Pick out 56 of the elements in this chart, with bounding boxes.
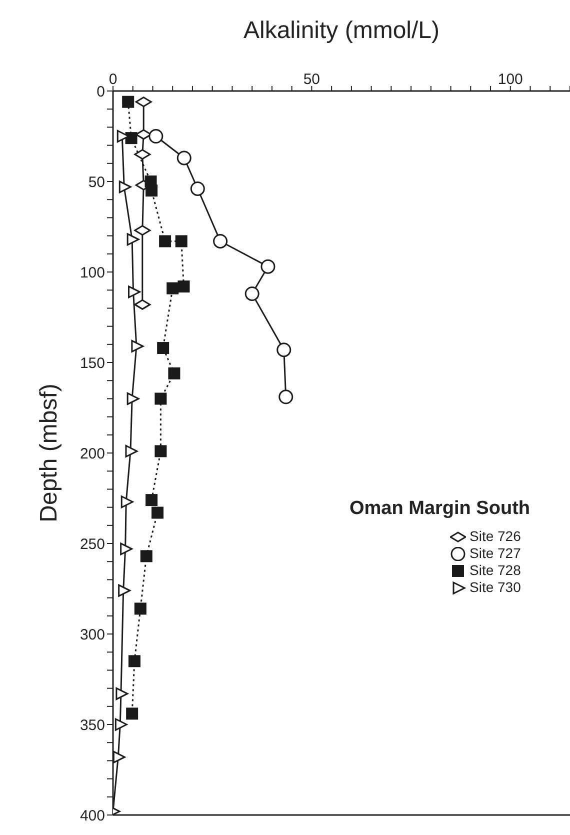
y-tick-label: 200 <box>80 445 105 462</box>
legend-label: Site 727 <box>470 545 521 562</box>
point <box>175 235 188 248</box>
point <box>126 392 140 405</box>
y-tick-label: 250 <box>80 536 105 553</box>
point <box>131 340 144 352</box>
point <box>166 282 179 294</box>
point <box>244 286 260 301</box>
point <box>213 234 228 248</box>
point <box>120 496 134 508</box>
point <box>134 602 146 615</box>
y-tick-label: 150 <box>80 354 105 372</box>
point <box>157 342 170 354</box>
point <box>154 392 167 405</box>
point <box>146 494 158 506</box>
point <box>125 444 138 458</box>
x-tick-label: 100 <box>498 71 523 88</box>
point <box>126 708 138 720</box>
point <box>260 259 276 274</box>
point <box>152 506 164 519</box>
legend-label: Site 726 <box>470 528 521 545</box>
point <box>146 184 158 197</box>
point <box>168 367 180 380</box>
point <box>118 584 131 597</box>
point <box>125 132 138 144</box>
y-tick-label: 350 <box>80 716 105 734</box>
legend-title: Oman Margin South <box>350 498 530 520</box>
legend-label: Site 728 <box>470 562 521 579</box>
y-tick-label: 400 <box>80 807 105 824</box>
point <box>116 687 128 700</box>
point <box>190 181 205 196</box>
y-tick-label: 300 <box>80 626 105 644</box>
point <box>113 750 126 764</box>
point <box>128 286 141 298</box>
point <box>154 445 167 458</box>
point <box>118 180 132 194</box>
point <box>278 390 294 404</box>
point <box>176 150 192 166</box>
point <box>114 718 128 731</box>
x-tick-label: 50 <box>303 71 320 88</box>
point <box>120 542 133 556</box>
y-tick-label: 100 <box>80 264 105 282</box>
point <box>122 96 134 108</box>
point <box>140 550 152 562</box>
point <box>178 280 190 292</box>
y-axis-title: Depth (mbsf) <box>36 384 63 522</box>
y-tick-label: 0 <box>96 83 105 100</box>
y-tick-label: 50 <box>88 174 105 191</box>
point <box>159 235 172 248</box>
x-tick-label: 0 <box>108 71 118 88</box>
point <box>126 233 140 246</box>
x-axis-title: Alkalinity (mmol/L) <box>243 17 440 44</box>
point <box>148 129 164 144</box>
point <box>276 342 292 358</box>
legend-label: Site 730 <box>470 579 521 596</box>
point <box>128 655 140 668</box>
